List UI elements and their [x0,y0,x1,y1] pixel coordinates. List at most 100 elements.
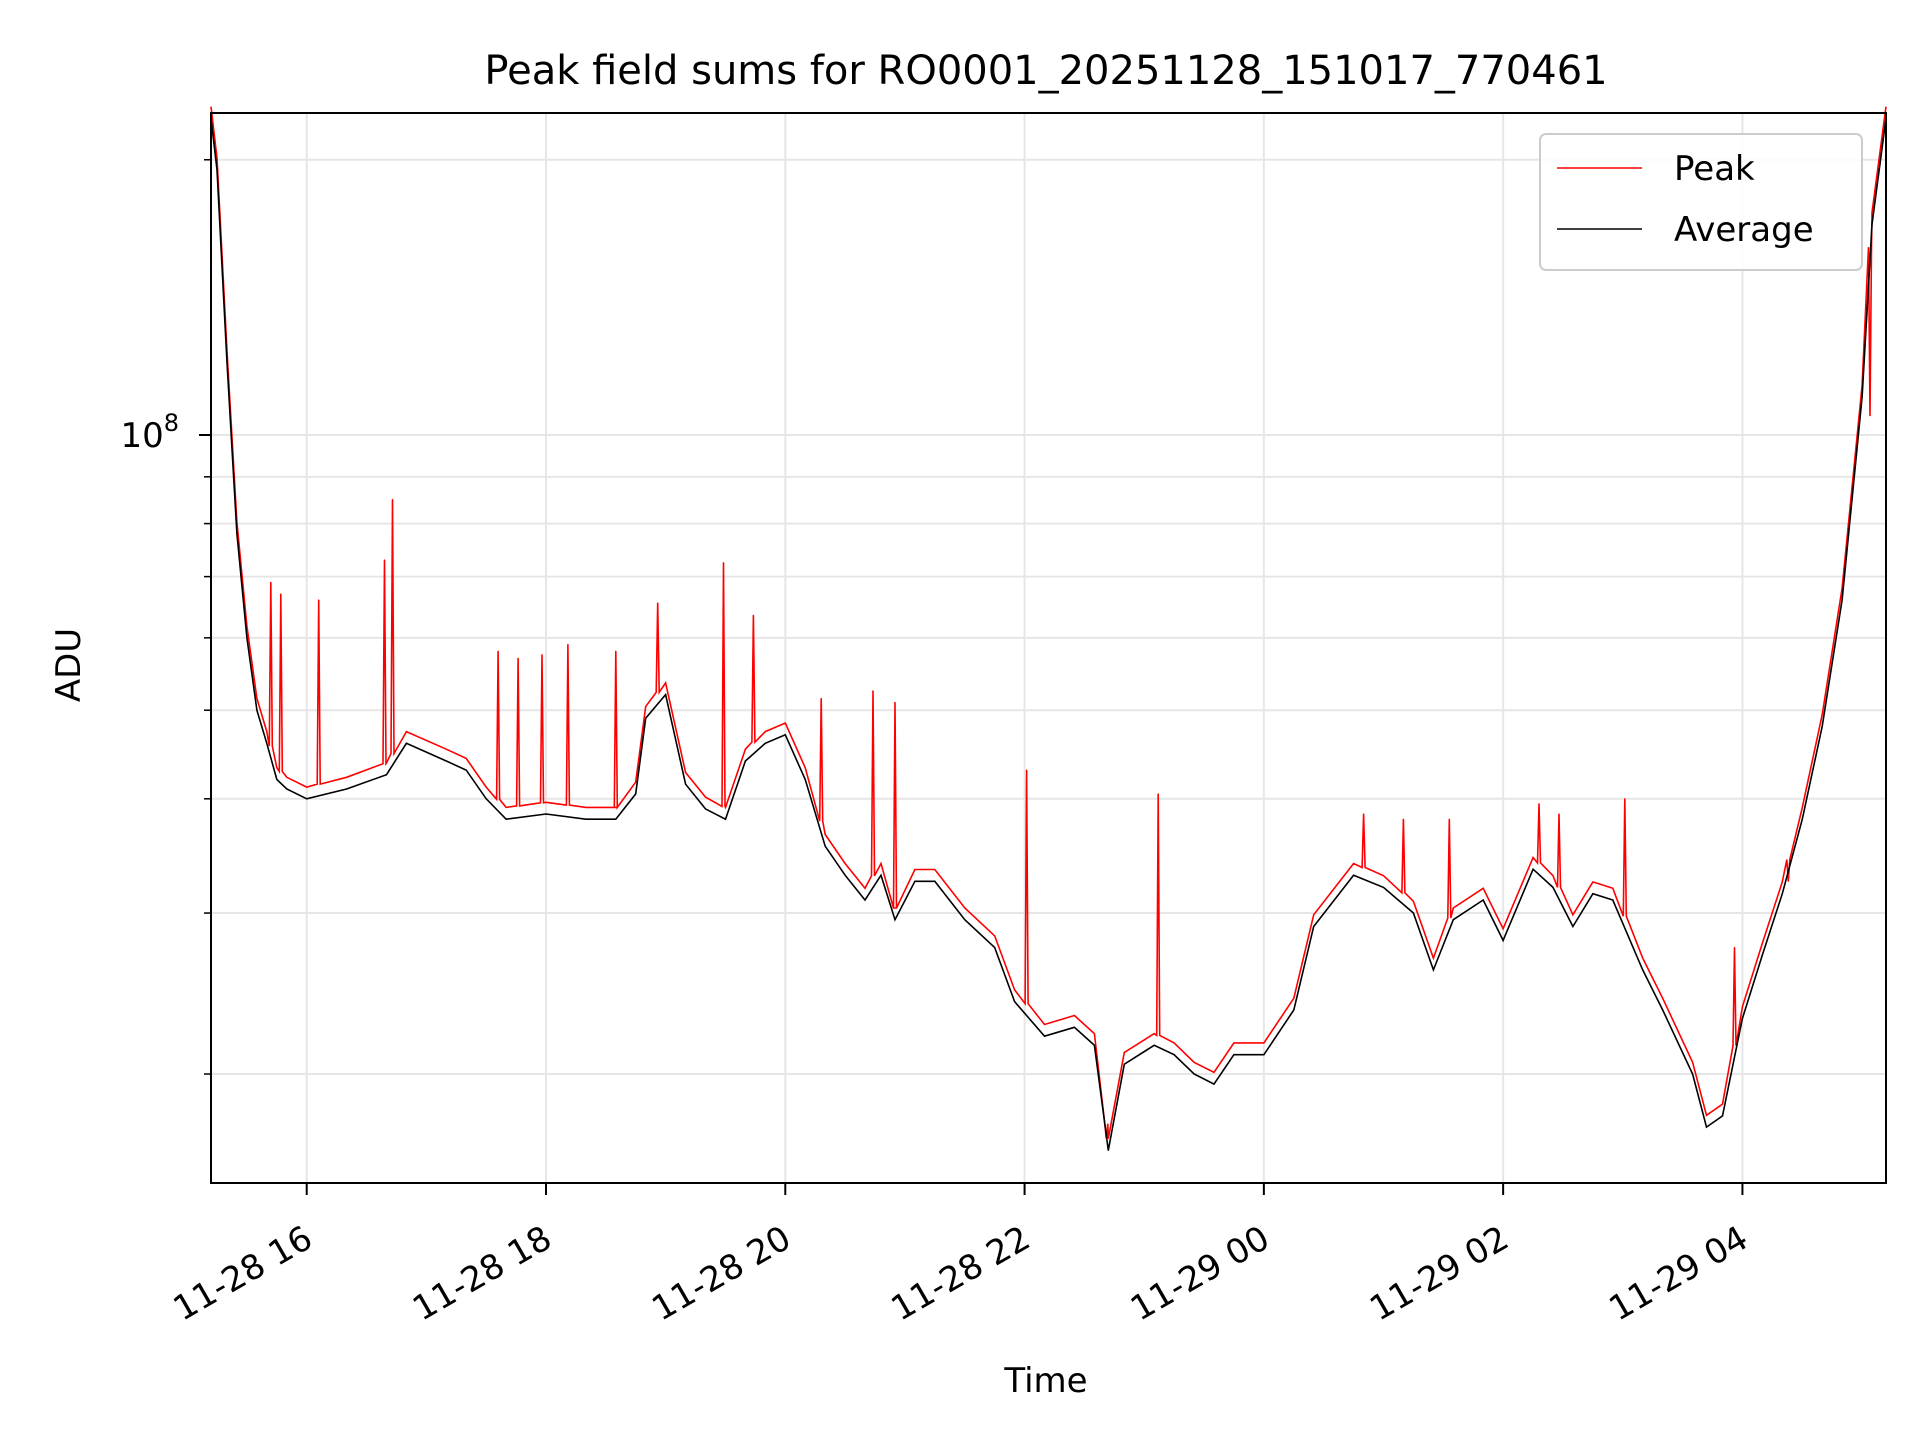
peak-point [1025,769,1028,771]
average-point [1841,599,1843,601]
peak-point [280,593,282,595]
peak-point [1105,1137,1107,1140]
average-point [724,818,727,820]
peak-point [567,643,569,646]
average-point [1432,969,1434,971]
peak-point [383,559,386,561]
average-point [1592,893,1594,895]
average-point [1233,1054,1235,1056]
average-point [1412,912,1415,914]
average-point [1761,954,1763,956]
y-axis [199,159,211,1075]
average-point [684,783,687,785]
peak-point [391,498,394,501]
y-tick-label-base: 10 [120,416,163,456]
average-point [784,734,786,736]
average-point [635,793,637,795]
average-point [1153,1044,1155,1046]
average-point [485,798,487,800]
peak-point [517,657,519,659]
average-point [1642,969,1644,971]
average-point [1612,899,1614,901]
average-point [246,637,248,639]
average-point [1482,899,1484,901]
peak-point [270,581,272,583]
average-point [1352,874,1355,876]
average-point [1532,868,1534,870]
average-point [1043,1035,1046,1037]
average-point [216,169,218,171]
average-point [1173,1054,1175,1056]
average-point [1382,886,1385,889]
y-axis-label: ADU [49,628,89,702]
average-point [585,818,587,820]
average-point [894,919,896,921]
average-point [405,742,408,744]
average-point [465,769,467,771]
average-point [1107,1149,1109,1152]
average-point [1313,925,1315,928]
average-point [994,946,996,949]
average-point [286,788,288,790]
average-point [645,717,647,719]
peak-point [615,650,617,652]
average-point [1861,396,1863,398]
peak-point [1869,415,1871,417]
average-point [1014,1001,1016,1003]
average-point [505,818,507,820]
peak-point [541,654,543,656]
average-point [545,813,547,815]
average-point [345,788,348,790]
average-point [1691,1073,1694,1075]
peak-series-line [210,106,1887,1139]
average-point [934,880,936,882]
average-point [385,774,388,776]
average-point [236,533,238,535]
peak-point [894,701,896,703]
average-point [276,778,278,781]
average-point [1293,1009,1295,1011]
average-point [1721,1115,1724,1117]
average-point [764,742,766,744]
peak-point [1733,946,1736,949]
peak-point [1558,813,1560,815]
average-point [1741,1017,1744,1020]
peak-point [1624,798,1626,800]
average-point [1871,223,1873,225]
average-point [615,818,617,820]
average-point [824,845,826,847]
average-point [744,760,747,762]
average-point [1123,1063,1125,1065]
legend: Peak Average [1539,133,1863,271]
average-point [266,742,268,744]
average-point [1781,893,1783,895]
average-point [964,919,966,921]
average-point [1705,1126,1708,1128]
legend-average-label: Average [1674,210,1814,250]
y-tick-label-exponent: 8 [164,409,179,437]
plot-frame [210,112,1887,1184]
average-point [864,899,866,901]
peak-point [1787,880,1789,882]
average-point [1073,1026,1076,1028]
average-point [1572,925,1574,928]
average-point [306,798,308,800]
average-point [844,874,846,876]
average-point [1452,919,1454,921]
average-point [1821,725,1823,728]
average-point [445,760,447,762]
peak-point [1362,813,1365,815]
average-point [1801,818,1803,820]
average-point [1552,886,1554,889]
x-axis-label: Time [1003,1361,1087,1401]
peak-point [1538,803,1540,805]
peak-point [872,690,874,692]
average-point [914,880,916,882]
average-point [226,361,228,364]
peak-point [657,602,659,604]
peak-point [1448,818,1450,820]
legend-peak-label: Peak [1674,149,1755,189]
chart-title: Peak field sums for RO0001_20251128_1510… [484,48,1607,94]
